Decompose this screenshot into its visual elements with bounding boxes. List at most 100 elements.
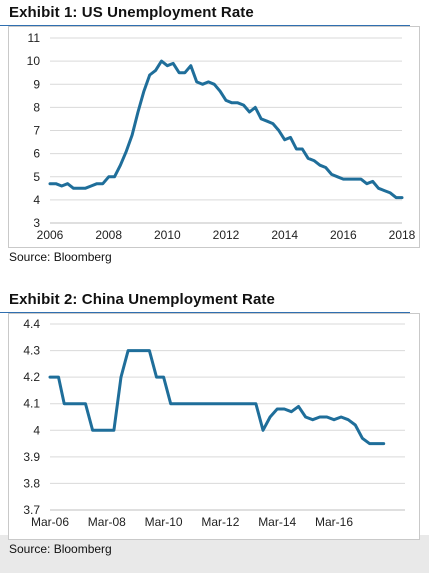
exhibit2-title: Exhibit 2: China Unemployment Rate: [9, 291, 275, 308]
chart0-data-point: [389, 192, 392, 194]
chart0-y-tick-label: 3: [33, 216, 40, 230]
chart1-data-point: [91, 429, 94, 432]
chart1-x-tick-label: Mar-10: [145, 515, 183, 529]
exhibit1-title: Exhibit 1: US Unemployment Rate: [9, 4, 254, 21]
chart1-data-point: [340, 416, 342, 418]
chart0-data-point: [360, 178, 362, 180]
exhibit1-title-rule: [0, 25, 410, 26]
chart0-y-tick-label: 8: [33, 100, 40, 114]
chart1-data-point: [276, 408, 279, 410]
chart1-y-tick-label: 4.3: [23, 344, 40, 358]
chart0-x-tick-label: 2010: [154, 228, 181, 242]
chart1-x-tick-label: Mar-14: [258, 515, 296, 529]
chart0-data-point: [272, 122, 274, 125]
chart1-data-point: [98, 429, 101, 432]
chart0-x-tick-label: 2018: [389, 228, 416, 242]
chart1-data-point: [290, 410, 293, 413]
chart0-data-point: [90, 185, 92, 187]
chart0-data-point: [131, 134, 133, 136]
chart0-data-point: [219, 90, 221, 92]
chart0-data-point: [125, 150, 128, 153]
chart0-data-point: [166, 64, 169, 67]
chart0-data-point: [377, 187, 380, 190]
chart0-data-point: [143, 90, 145, 92]
chart1-data-point: [169, 402, 172, 405]
chart0-data-point: [336, 176, 339, 178]
chart1-data-point: [205, 402, 207, 405]
chart1-data-point: [375, 442, 378, 445]
chart1-data-point: [106, 429, 108, 432]
chart0-data-point: [66, 182, 69, 185]
chart0-data-point: [319, 164, 321, 166]
chart1-data-point: [283, 408, 286, 410]
chart0-data-point: [201, 83, 204, 86]
chart0-data-point: [289, 136, 292, 139]
chart0-data-point: [342, 178, 345, 180]
chart0-data-point: [72, 187, 75, 190]
chart0-data-point: [307, 157, 309, 160]
chart1-data-point: [347, 418, 350, 421]
chart0-y-tick-label: 11: [28, 31, 41, 45]
chart0-data-point: [395, 196, 397, 199]
chart1-data-point: [326, 416, 328, 418]
chart0-data-point: [236, 102, 239, 104]
chart0-y-tick-label: 6: [33, 147, 40, 161]
chart0-data-point: [242, 104, 245, 106]
chart0-data-point: [207, 81, 210, 83]
chart0-y-tick-label: 7: [33, 124, 40, 138]
chart0-y-tick-label: 10: [27, 54, 41, 68]
chart0-data-point: [401, 196, 403, 199]
chart0-data-point: [313, 159, 315, 162]
chart1-y-tick-label: 4: [33, 423, 40, 437]
chart0-x-tick-label: 2008: [95, 228, 122, 242]
chart1-data-point: [354, 424, 357, 426]
chart0-data-point: [195, 81, 198, 83]
chart1-data-point: [49, 376, 51, 378]
chart1-data-point: [368, 442, 371, 445]
bottom-band: [0, 535, 429, 573]
chart1-data-point: [248, 402, 250, 405]
chart1-data-point: [70, 402, 73, 405]
chart0-y-tick-label: 4: [33, 193, 40, 207]
chart0-data-point: [295, 148, 298, 150]
chart0-data-point: [383, 189, 386, 192]
chart1-data-point: [297, 405, 300, 408]
chart1-y-tick-label: 4.4: [23, 317, 40, 331]
chart0-data-point: [49, 182, 51, 185]
chart1-data-point: [155, 376, 158, 378]
exhibit2-source: Source: Bloomberg: [9, 542, 112, 556]
chart0-data-point: [260, 118, 262, 120]
china-unemployment-chart: 3.7 3.8 3.9 4 4.1 4.2 4.3 4.4 Mar-06 Mar-08 Mar-10…: [23, 317, 405, 529]
chart0-data-point: [254, 106, 257, 109]
chart1-data-point: [319, 416, 321, 418]
chart1-data-point: [127, 349, 129, 352]
chart1-x-tick-label: Mar-08: [88, 515, 126, 529]
chart1-data-point: [84, 402, 87, 405]
chart0-data-point: [107, 176, 110, 178]
chart1-data-point: [219, 402, 222, 405]
chart0-data-point: [225, 99, 227, 102]
chart1-data-point: [382, 442, 385, 445]
chart1-y-tick-label: 3.8: [23, 476, 40, 490]
chart1-data-point: [134, 349, 136, 352]
chart0-data-point: [160, 60, 163, 62]
chart0-data-point: [137, 111, 139, 113]
chart0-data-point: [60, 185, 63, 187]
chart1-data-point: [262, 429, 264, 432]
chart1-y-tick-label: 4.2: [23, 370, 40, 384]
chart1-x-tick-label: Mar-06: [31, 515, 69, 529]
chart0-data-point: [184, 71, 186, 74]
chart0-data-point: [348, 178, 351, 180]
chart0-data-point: [354, 178, 356, 180]
chart1-data-point: [77, 402, 80, 405]
chart1-data-point: [269, 416, 271, 418]
chart0-y-tick-label: 5: [33, 170, 40, 184]
exhibit2-title-rule: [0, 312, 410, 313]
chart0-x-tick-label: 2016: [330, 228, 357, 242]
chart0-data-point: [178, 71, 180, 74]
chart0-data-point: [190, 64, 192, 67]
chart1-y-tick-label: 3.7: [23, 503, 40, 517]
chart0-data-point: [119, 164, 122, 166]
chart1-data-point: [162, 376, 165, 378]
chart0-data-point: [266, 120, 268, 122]
